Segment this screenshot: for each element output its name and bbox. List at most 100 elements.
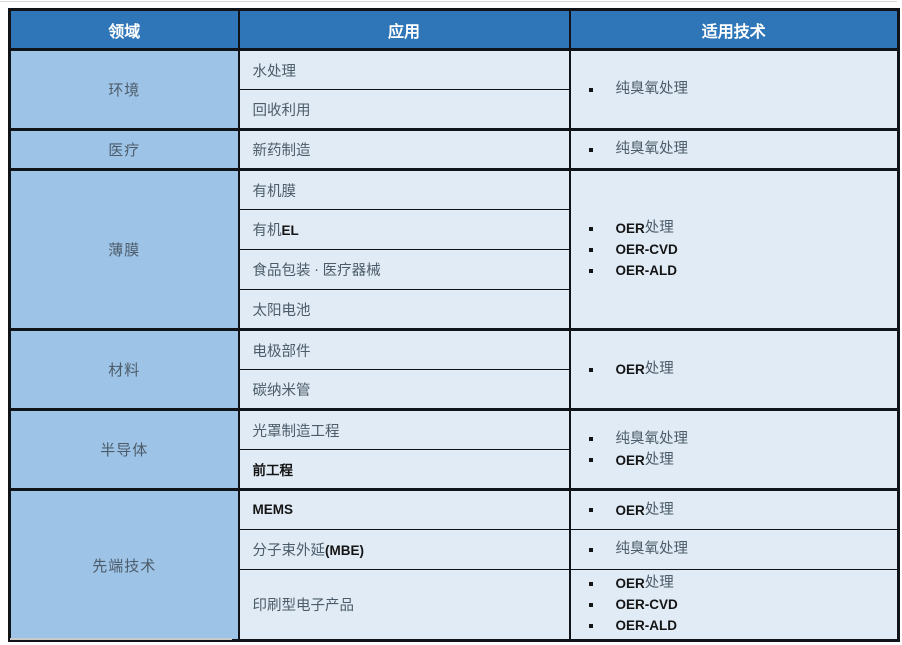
technology-item: OER 处理 [588,359,897,380]
table-row: 半导体 光罩制造工程 纯臭氧处理 OER 处理 [8,408,900,490]
technology-text: OER-CVD [615,597,678,612]
technology-item: 纯臭氧处理 [588,429,897,450]
application-cell: 水处理 [237,48,571,90]
technology-text: OER-ALD [615,618,678,633]
technology-text: 纯臭氧处理 [615,81,689,97]
field-cell: 材料 [8,328,240,410]
top-divider-line [0,1,897,2]
column-header-field: 领域 [8,8,240,51]
application-cell: 回收利用 [237,89,571,130]
bullet-icon [588,458,593,462]
application-cell: 太阳电池 [237,289,571,330]
technology-text: OER [615,362,645,377]
technology-item: OER 处理 [588,500,897,521]
application-text: 印刷型电子产品 [252,598,355,614]
field-cell: 薄膜 [8,168,240,330]
field-cell: 半导体 [8,408,240,490]
technology-item: OER 处理 [588,450,897,471]
technology-text: 处理 [644,575,674,591]
application-text: 有机 [252,223,282,239]
technology-cell: OER 处理 [568,328,900,410]
table-body: 环境 水处理 纯臭氧处理 回收利用 医疗 新药制造 纯臭氧处理 薄膜 有机膜 OER 处理 OER-C… [8,48,900,641]
application-text: EL [281,223,299,238]
technology-item: 纯臭氧处理 [588,139,897,160]
application-cell: 光罩制造工程 [237,408,571,450]
table-row: 太阳电池 [10,289,899,330]
technology-cell: OER 处理 OER-CVD OER-ALD [568,168,900,330]
application-text: 电极部件 [252,343,311,360]
technology-text: 处理 [644,451,674,468]
application-cell: 新药制造 [237,128,571,170]
technology-text: 处理 [644,501,674,518]
technology-text: OER [615,452,645,468]
technology-text: 纯臭氧处理 [615,141,689,157]
table-row: 环境 水处理纯臭氧处理 [8,48,900,130]
technology-item: OER 处理 [588,218,897,239]
technology-cell: 纯臭氧处理 [568,529,900,570]
table-row: 印刷型电子产品 OER 处理 OER-CVD OER-ALD [10,569,900,641]
bullet-icon [588,87,593,92]
table-row: 先端技术 MEMS OER 处理 [8,488,900,641]
technology-text: 处理 [644,361,674,377]
application-cell: 前工程 [237,449,571,490]
technology-list: 纯臭氧处理 [572,137,897,162]
application-text: 前工程 [252,463,294,478]
bullet-icon [588,623,593,628]
application-text: 碳纳米管 [252,382,311,399]
bullet-icon [588,508,593,512]
technology-list: 纯臭氧处理 [572,77,897,102]
application-cell: 电极部件 [237,328,571,370]
field-cell: 环境 [8,48,240,130]
technology-list: 纯臭氧处理 OER 处理 [572,427,897,473]
technology-text: OER [615,221,645,236]
column-header-technology: 适用技术 [568,8,900,51]
application-text: (MBE) [325,543,364,558]
bullet-icon [588,547,593,552]
application-text: 新药制造 [252,143,311,159]
table-row: 医疗 新药制造 纯臭氧处理 [8,128,900,170]
application-text: 回收利用 [252,102,311,119]
application-text: 有机膜 [252,183,297,200]
technology-item: OER-CVD [588,594,897,615]
bullet-icon [588,367,593,372]
table-row: 回收利用 [10,89,899,130]
bullet-icon [588,247,593,252]
application-cell: 有机EL [237,209,571,250]
application-cell: 分子束外延(MBE) [237,529,571,570]
technology-cell: OER 处理 OER-CVD OER-ALD [568,569,900,641]
technology-cell: 纯臭氧处理 OER 处理 [568,408,900,490]
header-row: 领域 应用 适用技术 [8,8,900,51]
technology-cell: OER 处理 [568,488,900,530]
application-text: 分子束外延 [252,543,326,559]
technology-item: OER-CVD [588,239,897,260]
technology-item: OER-ALD [588,615,897,636]
application-text: 食品包装 · 医疗器械 [252,263,381,279]
technology-item: OER 处理 [588,573,897,594]
bottom-divider-line [10,638,232,640]
technology-text: 处理 [644,220,674,236]
technology-text: OER-ALD [615,263,678,278]
technology-item: 纯臭氧处理 [588,79,897,100]
technology-item: 纯臭氧处理 [588,539,897,560]
technology-list: OER 处理 [572,357,897,382]
technology-list: OER 处理 [572,498,897,523]
application-cell: 食品包装 · 医疗器械 [237,249,571,290]
technology-text: OER-CVD [615,242,678,257]
application-text: 太阳电池 [252,302,311,319]
table-row: 食品包装 · 医疗器械 [10,249,899,290]
technology-text: OER [615,576,645,591]
technology-text: 纯臭氧处理 [615,541,689,557]
technology-item: OER-ALD [588,260,897,281]
field-cell: 先端技术 [8,488,240,641]
bullet-icon [588,437,593,441]
application-cell: 有机膜 [237,168,571,210]
technology-list: OER 处理 OER-CVD OER-ALD [572,216,897,283]
table-row: 材料 电极部件 OER 处理 [8,328,900,410]
technology-text: OER [615,502,645,518]
application-text: 光罩制造工程 [252,423,340,440]
application-cell: 碳纳米管 [237,369,571,410]
column-header-application: 应用 [237,8,571,51]
technology-text: 纯臭氧处理 [615,430,689,447]
application-cell: 印刷型电子产品 [237,569,571,641]
bullet-icon [588,581,593,586]
